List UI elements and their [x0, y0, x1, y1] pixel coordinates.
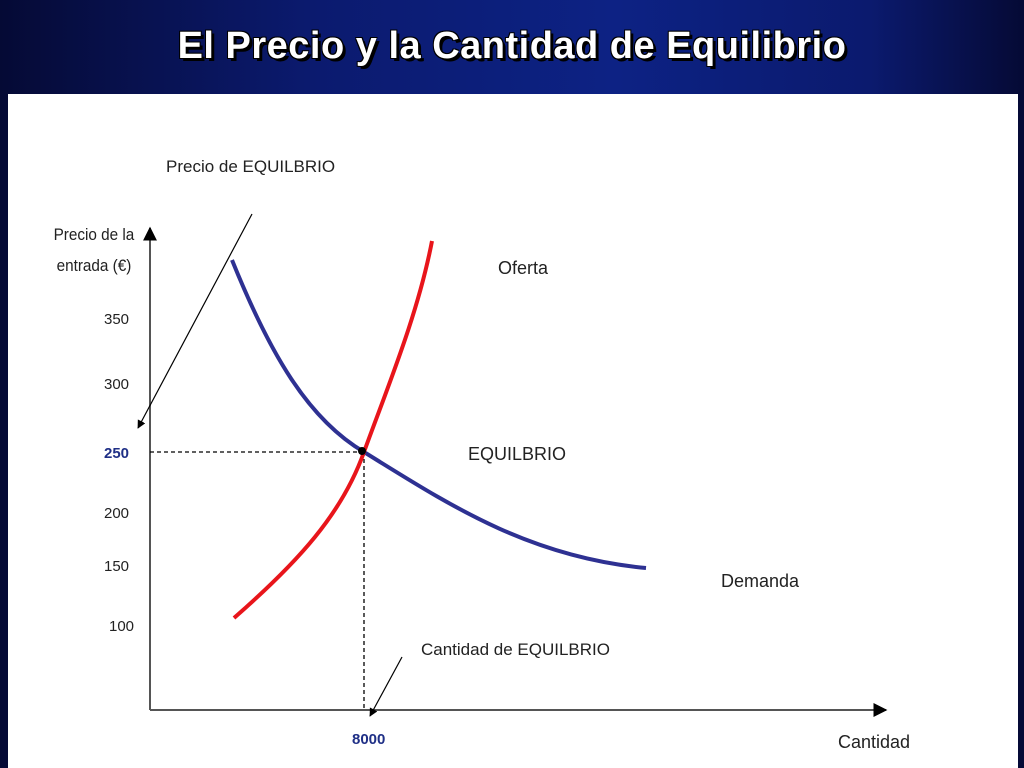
slide-title: El Precio y la Cantidad de Equilibrio	[177, 24, 847, 67]
y-axis-label-line1: Precio de la	[54, 225, 135, 244]
y-axis-label-line2: entrada (€)	[57, 256, 132, 275]
supply-demand-diagram: Precio de la entrada (€) 350 300 250 200…	[54, 157, 910, 752]
equilibrium-price-annotation: Precio de EQUILBRIO	[166, 157, 335, 176]
equilibrium-point	[358, 447, 366, 455]
y-tick-label: 100	[109, 618, 134, 635]
y-tick-label-equilibrium: 250	[104, 445, 129, 462]
equilibrium-price-arrow	[137, 213, 253, 429]
x-tick-label-equilibrium: 8000	[352, 731, 385, 748]
demand-label: Demanda	[721, 571, 800, 591]
supply-label: Oferta	[498, 258, 549, 278]
equilibrium-quantity-annotation: Cantidad de EQUILBRIO	[421, 640, 610, 659]
x-axis-label: Cantidad	[838, 732, 910, 752]
equilibrium-quantity-arrow	[369, 656, 403, 717]
diagram-panel: Precio de la entrada (€) 350 300 250 200…	[8, 94, 1018, 768]
y-tick-label: 200	[104, 505, 129, 522]
y-tick-label: 350	[104, 311, 129, 328]
y-tick-label: 300	[104, 376, 129, 393]
equilibrium-label: EQUILBRIO	[468, 444, 566, 464]
y-tick-label: 150	[104, 558, 129, 575]
demand-curve	[230, 259, 647, 570]
